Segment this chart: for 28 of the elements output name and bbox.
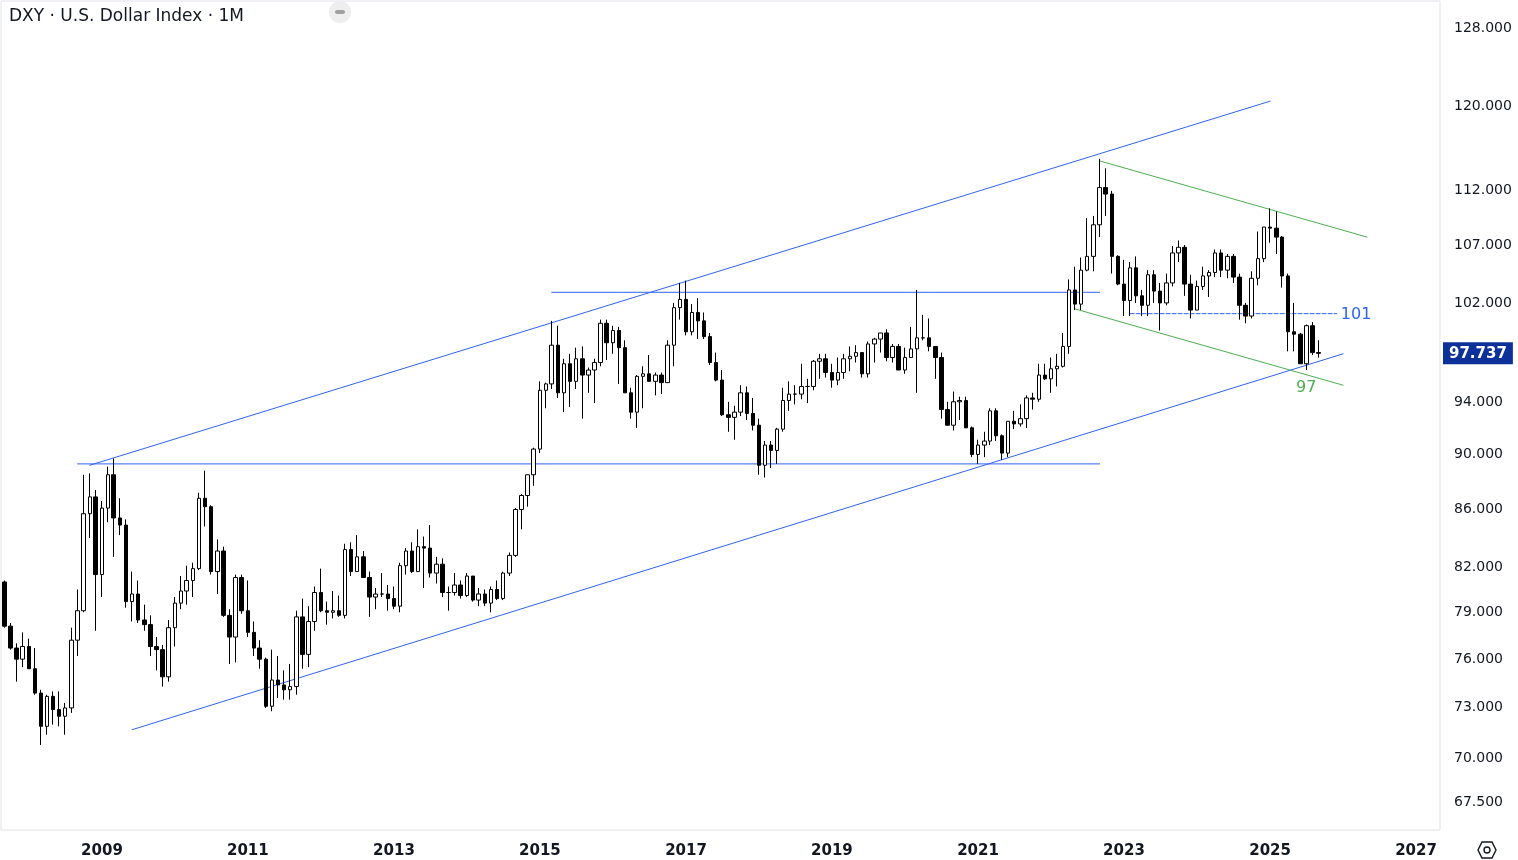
- y-tick-label: 67.500: [1454, 792, 1503, 809]
- x-tick-label: 2015: [519, 840, 561, 859]
- y-tick-label: 94.000: [1454, 392, 1503, 409]
- y-tick-label: 112.000: [1454, 180, 1512, 197]
- y-tick-label: 76.000: [1454, 649, 1503, 666]
- y-tick-label: 90.000: [1454, 445, 1503, 462]
- annotation: 97: [1296, 377, 1317, 397]
- y-tick-label: 120.000: [1454, 97, 1512, 114]
- y-tick-label: 79.000: [1454, 602, 1503, 619]
- x-tick-label: 2025: [1249, 840, 1291, 859]
- y-tick-label: 70.000: [1454, 749, 1503, 766]
- x-tick-label: 2019: [811, 840, 853, 859]
- x-tick-label: 2021: [957, 840, 999, 859]
- x-tick-label: 2027: [1395, 840, 1437, 859]
- x-tick-label: 2017: [665, 840, 707, 859]
- x-tick-label: 2023: [1103, 840, 1145, 859]
- y-tick-label: 128.000: [1454, 19, 1512, 36]
- y-tick-label: 86.000: [1454, 500, 1503, 517]
- x-tick-label: 2011: [226, 840, 269, 859]
- x-tick-label: 2013: [373, 840, 415, 859]
- y-tick-label: 82.000: [1454, 557, 1503, 574]
- x-tick-label: 2009: [81, 840, 123, 859]
- y-tick-label: 107.000: [1454, 235, 1512, 252]
- y-tick-label: 102.000: [1454, 293, 1512, 310]
- y-tick-label: 73.000: [1454, 698, 1503, 715]
- series-label: 101: [1340, 304, 1372, 324]
- chart-title: DXY · U.S. Dollar Index · 1M: [9, 4, 245, 25]
- text: 97.737: [1449, 344, 1507, 363]
